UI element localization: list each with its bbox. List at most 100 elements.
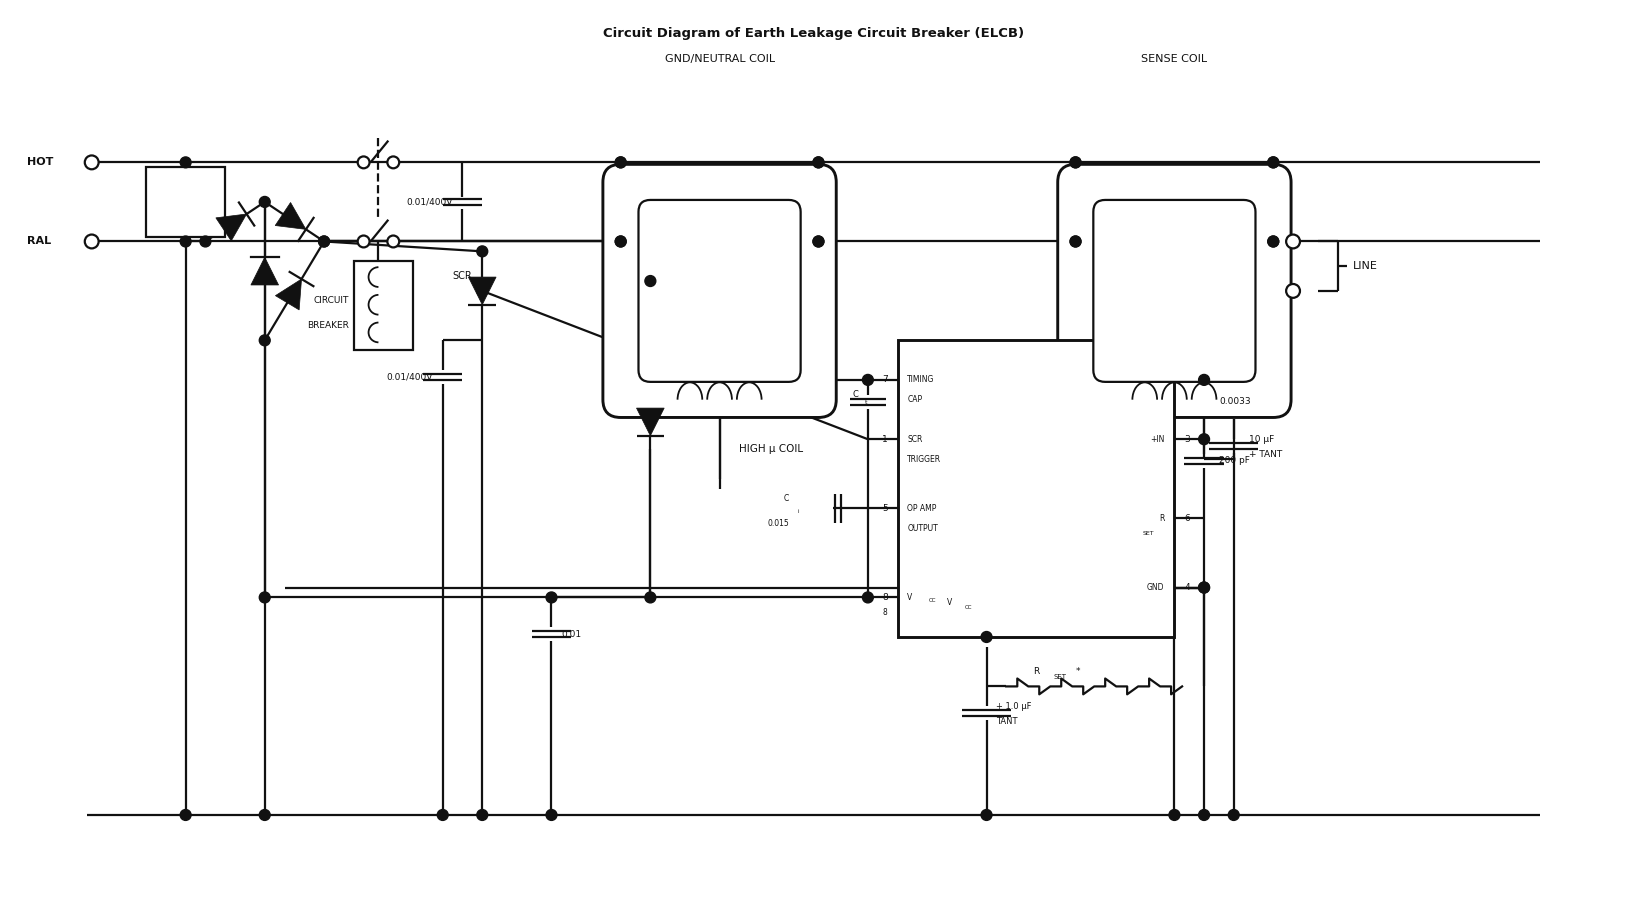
Circle shape [1199,375,1209,386]
Text: SCR: SCR [908,435,923,443]
Circle shape [1199,582,1209,593]
Circle shape [1267,236,1279,247]
Circle shape [814,157,823,168]
Polygon shape [275,203,306,230]
Circle shape [814,236,823,247]
Circle shape [615,236,626,247]
Text: CC: CC [929,598,937,603]
Circle shape [1071,157,1080,168]
Text: CC: CC [965,605,973,610]
Text: *: * [1075,667,1080,676]
Circle shape [387,236,399,248]
Bar [898,341,1175,637]
Circle shape [1267,157,1279,168]
Circle shape [259,810,270,821]
Text: 0.01/400V: 0.01/400V [387,373,433,382]
Circle shape [981,810,992,821]
Circle shape [259,196,270,207]
FancyBboxPatch shape [1058,164,1292,418]
Text: TRIGGER: TRIGGER [908,454,942,464]
Text: HOT: HOT [28,157,54,167]
Circle shape [319,236,330,247]
Text: V: V [908,593,913,602]
Text: 15K/2W: 15K/2W [661,330,695,340]
Text: 6: 6 [1184,514,1189,523]
Text: 0.01: 0.01 [561,630,581,639]
Text: TIMING: TIMING [908,375,936,385]
Text: 200:1: 200:1 [698,285,740,297]
Text: BREAKER: BREAKER [308,321,348,330]
Circle shape [644,275,656,286]
Circle shape [181,810,190,821]
Text: MOV: MOV [171,196,200,208]
Text: SENSE COIL: SENSE COIL [1141,53,1207,63]
Circle shape [477,285,488,297]
Text: R: R [1033,667,1040,676]
Polygon shape [251,257,278,285]
Text: 0.01/400V: 0.01/400V [407,197,452,207]
Text: GND: GND [1147,583,1165,592]
Text: 10 μF: 10 μF [1248,435,1274,443]
Text: TANT: TANT [996,717,1019,725]
Circle shape [547,810,556,821]
Text: RAL: RAL [28,237,52,246]
Text: R: R [1158,514,1165,523]
Circle shape [1071,236,1080,247]
Circle shape [1199,434,1209,444]
Text: V: V [947,598,952,607]
Text: C: C [853,390,857,399]
Polygon shape [216,214,247,241]
Text: 8: 8 [883,608,888,617]
Circle shape [862,592,874,603]
Bar [146,167,225,237]
Circle shape [477,810,488,821]
Text: 0.015: 0.015 [766,519,789,528]
Text: OP AMP: OP AMP [908,504,937,513]
Text: 0.0033: 0.0033 [1219,397,1251,406]
Circle shape [319,236,330,247]
Circle shape [1267,157,1279,168]
Circle shape [358,236,369,248]
Polygon shape [636,409,664,436]
Circle shape [85,235,99,249]
Text: -IN: -IN [1154,375,1165,385]
Text: Circuit Diagram of Earth Leakage Circuit Breaker (ELCB): Circuit Diagram of Earth Leakage Circuit… [604,28,1023,40]
Text: t: t [866,400,867,405]
FancyBboxPatch shape [604,164,836,418]
Text: + TANT: + TANT [1248,450,1282,459]
FancyBboxPatch shape [1093,200,1256,382]
Text: GND/NEUTRAL COIL: GND/NEUTRAL COIL [664,53,774,63]
Circle shape [1267,236,1279,247]
Circle shape [259,335,270,346]
Circle shape [1071,157,1080,168]
Text: 200 pF: 200 pF [1219,456,1250,465]
FancyBboxPatch shape [638,200,800,382]
Circle shape [181,157,190,168]
Text: 3: 3 [1184,435,1189,443]
Circle shape [85,155,99,169]
Circle shape [358,157,369,168]
Circle shape [1168,810,1180,821]
Text: 7: 7 [882,375,888,385]
Text: SET: SET [1144,531,1155,536]
Text: 4: 4 [1184,583,1189,592]
Circle shape [358,236,369,247]
Polygon shape [469,277,496,305]
Text: C: C [784,494,789,503]
Circle shape [358,156,369,168]
Text: OUTPUT: OUTPUT [908,523,939,532]
Polygon shape [275,279,301,310]
Circle shape [615,236,626,247]
Text: 1: 1 [882,435,888,443]
Circle shape [200,236,212,247]
Text: 8: 8 [882,593,888,602]
Text: CAP: CAP [908,395,923,404]
Circle shape [814,236,823,247]
Circle shape [814,157,823,168]
Text: 5: 5 [882,504,888,513]
Circle shape [1199,582,1209,593]
Bar [353,262,413,351]
Text: 2: 2 [1184,375,1189,385]
Text: 1000:1: 1000:1 [1149,285,1201,297]
Circle shape [644,592,656,603]
